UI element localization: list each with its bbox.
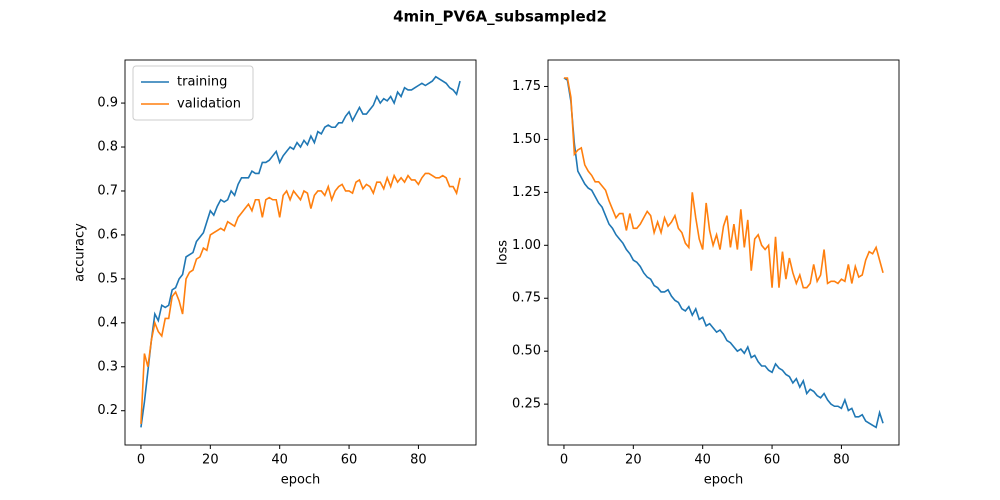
legend-label: validation <box>177 97 241 112</box>
y-tick-label: 0.25 <box>512 397 541 412</box>
y-tick-label: 1.25 <box>512 185 541 200</box>
y-tick-label: 0.6 <box>97 227 118 242</box>
x-tick-label: 0 <box>560 453 568 468</box>
y-tick-label: 1.50 <box>512 132 541 147</box>
x-axis-label: epoch <box>704 473 744 488</box>
y-tick-label: 0.8 <box>97 140 118 155</box>
legend-box <box>132 65 254 121</box>
legend-label: training <box>177 75 227 90</box>
figure-title: 4min_PV6A_subsampled2 <box>393 8 607 26</box>
y-tick-label: 0.3 <box>97 359 118 374</box>
y-tick-label: 1.75 <box>512 79 541 94</box>
y-tick-label: 0.75 <box>512 291 541 306</box>
y-tick-label: 0.7 <box>97 183 118 198</box>
y-tick-label: 0.50 <box>512 344 541 359</box>
x-tick-label: 60 <box>341 453 358 468</box>
x-tick-label: 40 <box>694 453 711 468</box>
y-tick-label: 1.00 <box>512 238 541 253</box>
data-line <box>140 172 461 424</box>
axes-frame <box>124 59 477 446</box>
data-line <box>563 77 884 289</box>
x-tick-label: 20 <box>625 453 642 468</box>
axes-frame <box>547 59 900 446</box>
y-tick-label: 0.4 <box>97 315 118 330</box>
data-line <box>140 75 461 428</box>
x-tick-label: 40 <box>271 453 288 468</box>
x-tick-label: 80 <box>833 453 850 468</box>
y-tick-label: 0.5 <box>97 271 118 286</box>
y-axis-label: loss <box>496 240 511 265</box>
x-axis-label: epoch <box>281 473 321 488</box>
x-tick-label: 0 <box>137 453 145 468</box>
y-tick-label: 0.9 <box>97 96 118 111</box>
x-tick-label: 20 <box>202 453 219 468</box>
x-tick-label: 80 <box>410 453 427 468</box>
data-line <box>563 77 884 429</box>
x-tick-label: 60 <box>764 453 781 468</box>
y-tick-label: 0.2 <box>97 403 118 418</box>
y-axis-label: accuracy <box>73 223 88 282</box>
